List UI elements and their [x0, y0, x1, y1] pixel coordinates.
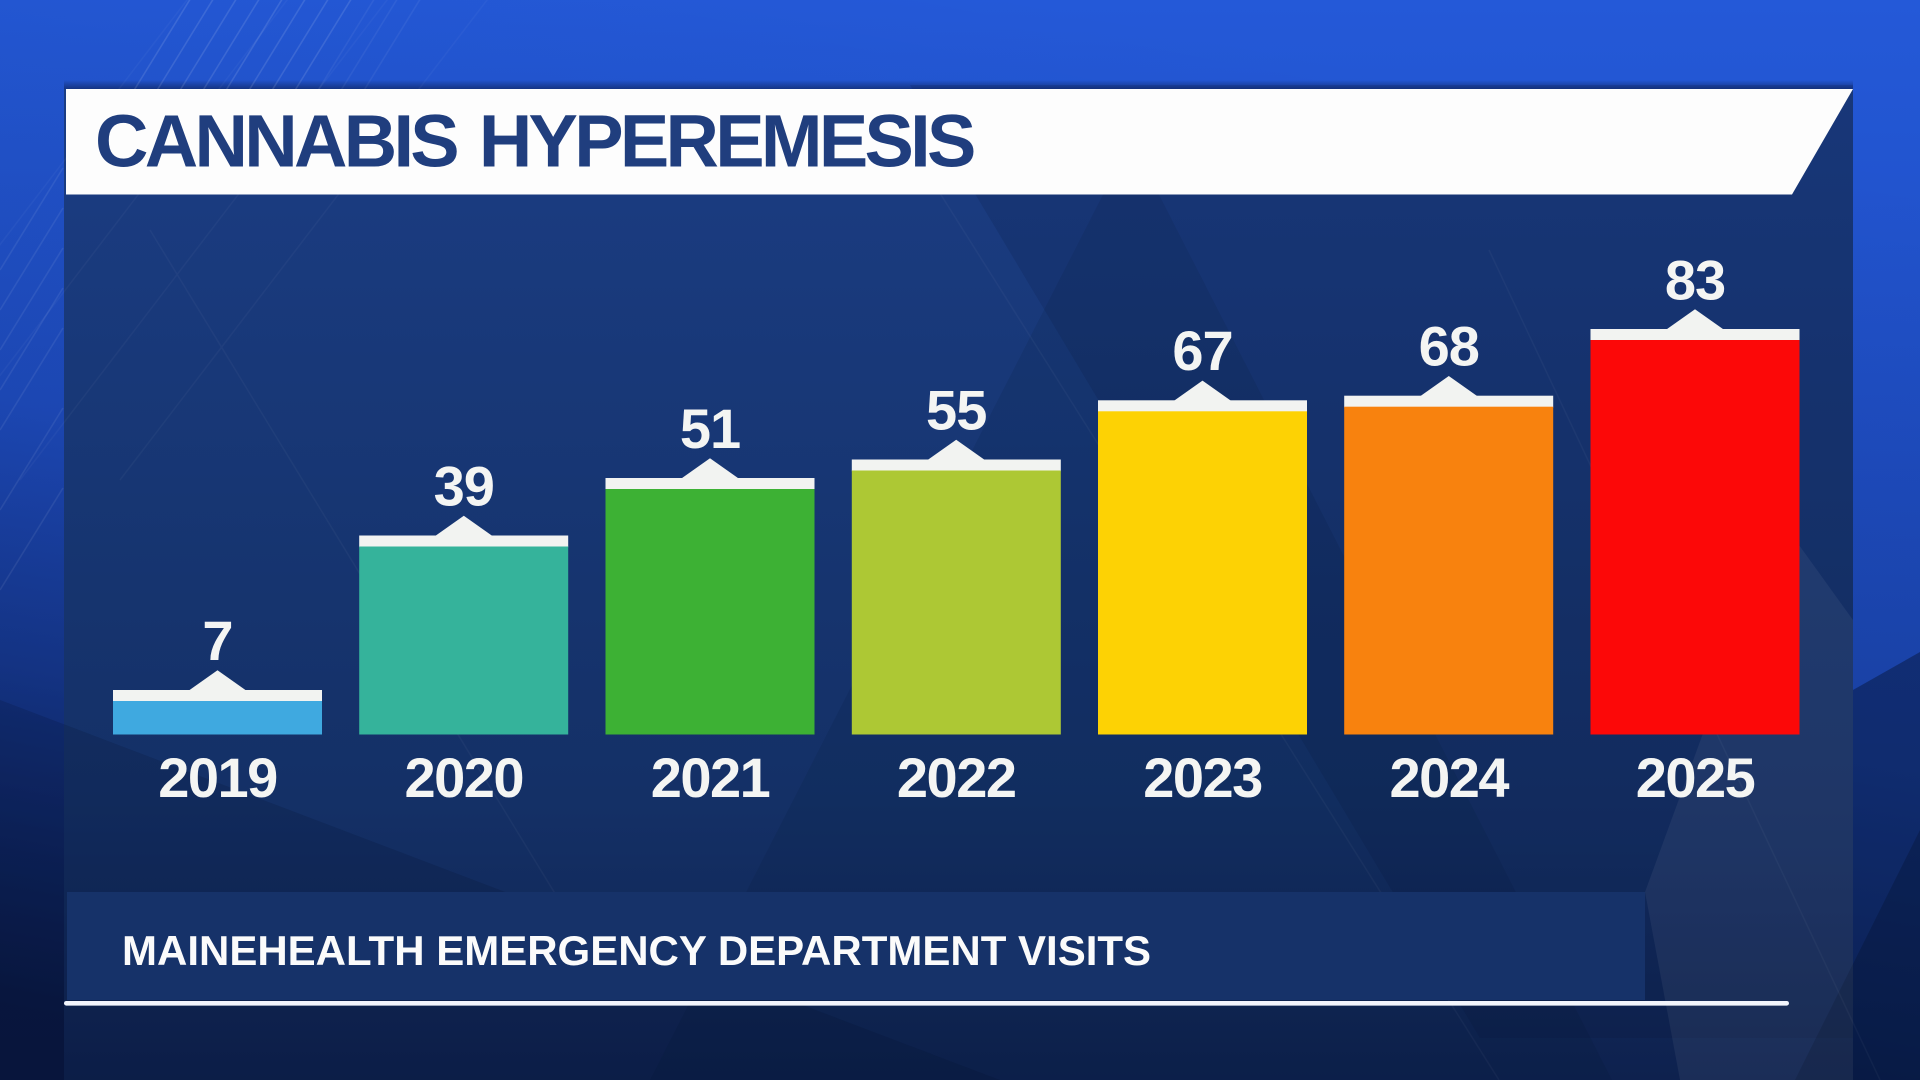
- svg-text:67: 67: [1172, 319, 1232, 382]
- svg-text:51: 51: [680, 397, 740, 460]
- svg-text:2025: 2025: [1636, 746, 1755, 809]
- svg-text:7: 7: [202, 609, 232, 672]
- svg-text:2019: 2019: [158, 746, 277, 809]
- svg-text:39: 39: [434, 455, 494, 518]
- svg-text:MAINEHEALTH EMERGENCY DEPARTME: MAINEHEALTH EMERGENCY DEPARTMENT VISITS: [122, 927, 1151, 974]
- svg-text:2022: 2022: [897, 746, 1016, 809]
- svg-text:2024: 2024: [1390, 746, 1510, 809]
- svg-text:2020: 2020: [405, 746, 524, 809]
- svg-text:2021: 2021: [651, 746, 770, 809]
- svg-text:68: 68: [1419, 315, 1479, 378]
- svg-text:55: 55: [926, 379, 986, 442]
- svg-text:83: 83: [1665, 249, 1725, 312]
- svg-text:2023: 2023: [1143, 746, 1262, 809]
- svg-text:CANNABIS HYPEREMESIS: CANNABIS HYPEREMESIS: [95, 100, 974, 183]
